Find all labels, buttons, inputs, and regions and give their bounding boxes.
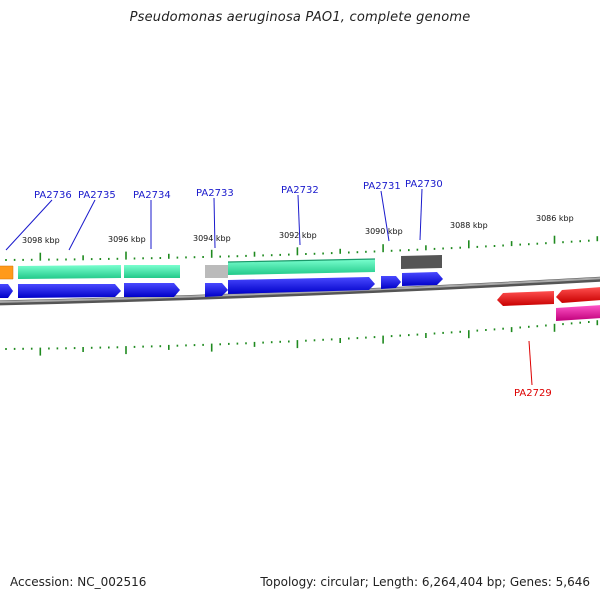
feature-teal-pa2736[interactable] <box>18 265 121 279</box>
cds-pa2729[interactable] <box>497 291 554 306</box>
genome-title: Pseudomonas aeruginosa PAO1, complete ge… <box>129 10 471 25</box>
feature-teal-pa2734[interactable] <box>124 265 180 278</box>
cds-pa2733[interactable] <box>205 283 228 297</box>
gene-label-pa2730[interactable]: PA2730 <box>405 179 443 190</box>
cds-pa2730[interactable] <box>402 272 443 286</box>
pointer-pa2730 <box>419 188 423 241</box>
gene-label-pa2734[interactable]: PA2734 <box>133 190 171 201</box>
kbp-label-3092: 3092 kbp <box>279 231 317 240</box>
feature-track-upper <box>0 255 442 280</box>
feature-darkgray-pa2730[interactable] <box>401 255 442 269</box>
gene-label-pa2733[interactable]: PA2733 <box>196 188 234 199</box>
feature-top-edge <box>227 258 376 263</box>
cds-pa2731[interactable] <box>381 276 401 289</box>
outer-scale-ticks <box>5 235 599 261</box>
feature-gray-pa2733[interactable] <box>205 265 228 278</box>
gene-label-pa2736[interactable]: PA2736 <box>34 190 72 201</box>
gene-label-pa2735[interactable]: PA2735 <box>78 190 116 201</box>
kbp-label-3096: 3096 kbp <box>108 235 146 244</box>
accession-text: Accession: NC_002516 <box>10 575 147 589</box>
cds-pa2736[interactable] <box>18 284 121 298</box>
gene-label-pa2729[interactable]: PA2729 <box>514 388 552 399</box>
cds-pa2728[interactable] <box>556 287 600 303</box>
kbp-label-3098: 3098 kbp <box>22 236 60 245</box>
pointer-pa2733 <box>213 197 216 249</box>
topology-text: Topology: circular; Length: 6,264,404 bp… <box>260 575 590 589</box>
feature-teal-pa2732[interactable] <box>228 259 375 275</box>
kbp-label-3088: 3088 kbp <box>450 221 488 230</box>
kbp-label-3086: 3086 kbp <box>536 214 574 223</box>
pointer-pa2732 <box>297 194 301 246</box>
genome-backbone-highlight <box>0 277 600 303</box>
cds-pa2734[interactable] <box>124 283 180 297</box>
kbp-label-3090: 3090 kbp <box>365 227 403 236</box>
feature-magenta-pa2728[interactable] <box>556 305 600 321</box>
cds-track-forward <box>0 272 443 298</box>
pointer-pa2731 <box>380 190 390 242</box>
gene-label-pa2731[interactable]: PA2731 <box>363 181 401 192</box>
cds-track-reverse <box>497 287 600 321</box>
feature-orange[interactable] <box>0 265 14 280</box>
gene-label-pa2732[interactable]: PA2732 <box>281 185 319 196</box>
pointer-pa2736 <box>5 199 53 251</box>
gene-label-pointers <box>5 188 533 386</box>
pointer-pa2735 <box>68 199 96 251</box>
inner-scale-ticks <box>5 320 599 356</box>
cds-pa2737[interactable] <box>0 284 13 298</box>
kbp-label-3094: 3094 kbp <box>193 234 231 243</box>
cds-pa2732[interactable] <box>228 277 375 294</box>
pointer-pa2729 <box>528 340 533 386</box>
